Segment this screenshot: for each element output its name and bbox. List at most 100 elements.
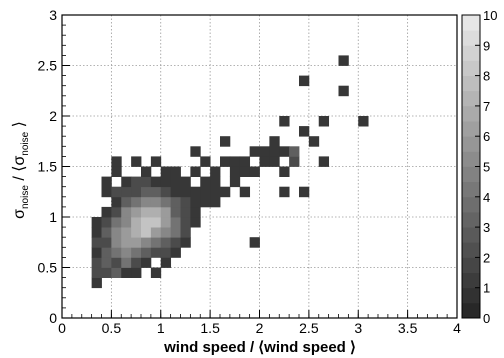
heatmap-cell: [150, 156, 162, 167]
heatmap-cell: [141, 176, 152, 188]
heatmap-cell: [111, 166, 122, 177]
colorbar-segment: [462, 166, 480, 183]
heatmap-cell: [170, 227, 181, 238]
heatmap-cell: [160, 217, 172, 228]
heatmap-cell: [101, 267, 112, 278]
heatmap-cell: [358, 116, 369, 127]
heatmap-cell: [101, 257, 112, 268]
colorbar-segment: [462, 196, 480, 213]
heatmap-cell: [259, 156, 270, 167]
heatmap-cell: [160, 247, 172, 258]
heatmap-cell: [111, 206, 122, 218]
heatmap-cell: [160, 186, 172, 198]
axis-ticks: 0 0.5 1 1.5 2 2.5 3 3.5 4 0 0.5 1 1.5 2 2.5 3: [38, 7, 462, 336]
heatmap-cell: [180, 176, 191, 188]
heatmap-cell: [111, 247, 122, 258]
heatmap-cell: [279, 166, 290, 177]
heatmap-cell: [111, 267, 122, 278]
heatmap-cell: [289, 156, 300, 167]
y-tick-label: 0: [49, 310, 57, 326]
heatmap-cell: [121, 196, 132, 208]
heatmap-cell: [101, 247, 112, 258]
x-tick-label: 2: [256, 320, 264, 336]
heatmap-cell: [170, 247, 181, 258]
heatmap-cell: [318, 156, 330, 167]
y-tick-label: 2: [49, 108, 57, 124]
heatmap-cell: [180, 186, 191, 198]
y-tick-label: 3: [49, 7, 57, 23]
heatmap-cell: [338, 55, 349, 66]
heatmap-cell: [308, 136, 320, 147]
heatmap-cell: [121, 247, 132, 258]
heatmap-cell: [210, 186, 221, 198]
heatmap-cell: [160, 237, 172, 248]
heatmap-cell: [200, 176, 211, 188]
heatmap-cell: [131, 247, 142, 258]
heatmap-cell: [170, 206, 181, 218]
x-tick-label: 1.5: [200, 320, 220, 336]
colorbar-segment: [462, 75, 480, 92]
heatmap-cell: [150, 176, 162, 188]
heatmap-cell: [160, 227, 172, 238]
heatmap-cell: [121, 217, 132, 228]
heatmap-cell: [210, 166, 221, 177]
y-axis-title-end: ⟩: [11, 121, 28, 132]
colorbar-segment: [462, 60, 480, 76]
colorbar-segment: [462, 121, 480, 137]
heatmap-cell: [141, 247, 152, 258]
colorbar-segment: [462, 136, 480, 152]
colorbar-tick-label: 9: [483, 38, 490, 53]
heatmap-cell: [200, 186, 211, 198]
colorbar-segment: [462, 287, 480, 304]
heatmap-cell: [141, 257, 152, 268]
heatmap-cell: [101, 186, 112, 198]
heatmap-cell: [200, 156, 211, 167]
y-axis-title: σnoise / ⟨σnoise ⟩: [11, 121, 31, 219]
colorbar-segment: [462, 257, 480, 273]
heatmap-cell: [150, 237, 162, 248]
colorbar-segment: [462, 15, 480, 31]
heatmap-cell: [131, 176, 142, 188]
heatmap-cell: [121, 206, 132, 218]
heatmap-cell: [150, 217, 162, 228]
colorbar-segment: [462, 211, 480, 228]
heatmap-cell: [131, 156, 142, 167]
heatmap-cell: [299, 126, 310, 137]
heatmap-cell: [180, 237, 191, 248]
colorbar: 0 1 2 3 4 5 6 7 8 9 10: [461, 8, 497, 326]
heatmap-cell: [160, 176, 172, 188]
heatmap-cell: [150, 247, 162, 258]
heatmap-cell: [210, 176, 221, 188]
heatmap-cell: [289, 146, 300, 157]
heatmap-cell: [180, 217, 191, 228]
colorbar-tick-label: 1: [483, 281, 490, 296]
colorbar-segment: [462, 242, 480, 258]
heatmap-cell: [121, 237, 132, 248]
heatmap-cell: [101, 217, 112, 228]
heatmap-cell: [91, 247, 102, 258]
heatmap-cell: [220, 136, 231, 147]
colorbar-tick-label: 6: [483, 129, 490, 144]
heatmap-cell: [150, 267, 162, 278]
heatmap-cell: [141, 186, 152, 198]
x-tick-label: 0.5: [102, 320, 122, 336]
colorbar-segment: [462, 181, 480, 198]
y-axis-title-sigma: σ: [11, 209, 28, 219]
heatmap-cell: [229, 156, 241, 167]
colorbar-tick-label: 5: [483, 160, 490, 175]
colorbar-tick-label: 10: [483, 8, 497, 23]
heatmap-cell: [150, 196, 162, 208]
y-tick-label: 1.5: [38, 159, 58, 175]
heatmap-cell: [170, 186, 181, 198]
colorbar-segment: [462, 90, 480, 107]
heatmap-cell: [279, 186, 290, 198]
heatmap-cell: [150, 227, 162, 238]
heatmap-cell: [141, 166, 152, 177]
heatmap-cell: [200, 196, 211, 208]
heatmap-cell: [141, 196, 152, 208]
heatmap-cell: [249, 237, 260, 248]
heatmap-cell: [269, 136, 280, 147]
heatmap-cell: [210, 196, 221, 208]
y-tick-label: 1: [49, 209, 57, 225]
